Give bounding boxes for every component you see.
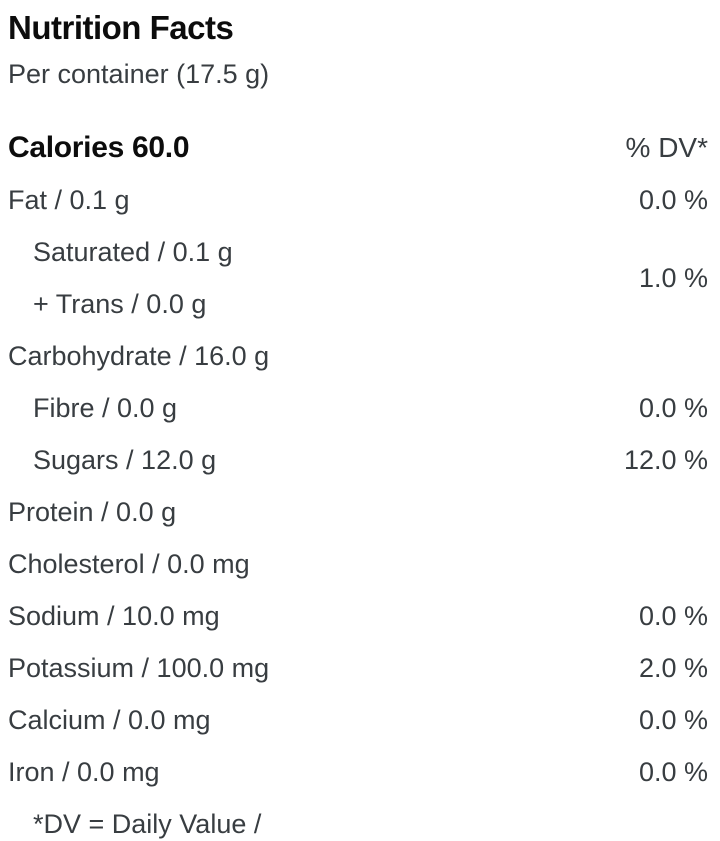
nutrient-dv: 0.0 % [638,757,708,787]
nutrient-dv: 12.0 % [623,445,708,475]
nutrient-dv: 0.0 % [638,393,708,423]
serving-size-text: Per container (17.5 g) [8,59,270,89]
saturated-trans-lines: Saturated / 0.1 g + Trans / 0.0 g [8,226,233,330]
nutrient-name: Potassium / 100.0 mg [8,653,270,683]
nutrient-row-sodium: Sodium / 10.0 mg 0.0 % [8,590,708,642]
nutrient-dv: 0.0 % [638,601,708,631]
section-spacer [8,98,708,122]
daily-value-footnote: *DV = Daily Value / [33,809,262,839]
nutrient-row-sugars: Sugars / 12.0 g 12.0 % [8,434,708,486]
nutrient-dv: 0.0 % [638,185,708,215]
calories-value: Calories 60.0 [8,131,190,164]
nutrient-name-saturated: Saturated / 0.1 g [33,237,233,267]
calories-row: Calories 60.0 % DV* [8,122,708,174]
nutrient-dv: 0.0 % [638,705,708,735]
daily-value-header: % DV* [625,132,708,163]
nutrition-facts-title: Nutrition Facts [8,9,234,46]
nutrient-row-potassium: Potassium / 100.0 mg 2.0 % [8,642,708,694]
nutrient-name: Sodium / 10.0 mg [8,601,220,631]
nutrient-row-carbohydrate: Carbohydrate / 16.0 g [8,330,708,382]
nutrient-name: Calcium / 0.0 mg [8,705,211,735]
nutrient-row-protein: Protein / 0.0 g [8,486,708,538]
nutrient-row-fat: Fat / 0.1 g 0.0 % [8,174,708,226]
nutrient-dv: 2.0 % [638,653,708,683]
nutrient-row-saturated-trans: Saturated / 0.1 g + Trans / 0.0 g 1.0 % [8,226,708,330]
nutrient-row-calcium: Calcium / 0.0 mg 0.0 % [8,694,708,746]
nutrient-name: Iron / 0.0 mg [8,757,160,787]
nutrient-row-fibre: Fibre / 0.0 g 0.0 % [8,382,708,434]
nutrient-name: Fat / 0.1 g [8,185,130,215]
nutrient-name: Cholesterol / 0.0 mg [8,549,250,579]
nutrient-name: Fibre / 0.0 g [33,393,178,423]
nutrient-row-iron: Iron / 0.0 mg 0.0 % [8,746,708,798]
nutrient-row-cholesterol: Cholesterol / 0.0 mg [8,538,708,590]
nutrient-name: Sugars / 12.0 g [33,445,217,475]
nutrient-name-trans: + Trans / 0.0 g [33,289,207,319]
nutrient-name: Carbohydrate / 16.0 g [8,341,270,371]
nutrient-dv: 1.0 % [638,262,708,293]
nutrient-name: Protein / 0.0 g [8,497,177,527]
